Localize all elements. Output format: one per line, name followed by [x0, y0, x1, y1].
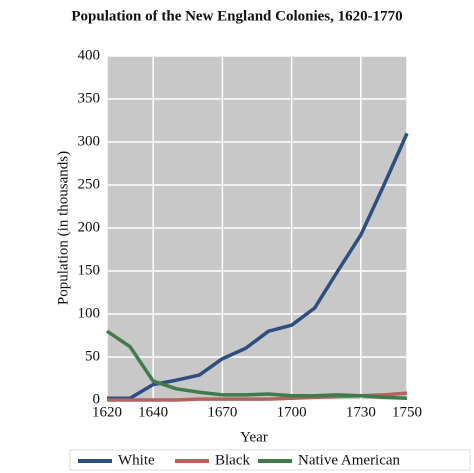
x-tick-label: 1620	[92, 404, 122, 420]
y-tick-label: 250	[78, 176, 101, 192]
x-axis-label: Year	[240, 429, 268, 445]
legend-label: White	[118, 452, 155, 468]
x-tick-label: 1730	[346, 404, 376, 420]
x-tick-label: 1670	[207, 404, 237, 420]
y-axis-label: Population (in thousands)	[55, 151, 71, 305]
y-tick-label: 0	[93, 391, 101, 407]
x-tick-label: 1750	[392, 404, 422, 420]
y-tick-label: 150	[78, 262, 101, 278]
y-tick-label: 300	[78, 133, 101, 149]
y-tick-label: 50	[85, 348, 100, 364]
chart-title: Population of the New England Colonies, …	[71, 8, 402, 24]
y-tick-label: 400	[78, 47, 101, 63]
series-line	[106, 329, 408, 401]
legend-label: Native American	[298, 452, 401, 468]
legend-box	[69, 449, 471, 471]
y-tick-label: 200	[78, 219, 101, 235]
x-tick-label: 1640	[138, 404, 168, 420]
y-tick-label: 100	[78, 305, 101, 321]
legend-label: Black	[215, 452, 250, 468]
y-tick-label: 350	[78, 90, 101, 106]
x-tick-label: 1700	[277, 404, 307, 420]
